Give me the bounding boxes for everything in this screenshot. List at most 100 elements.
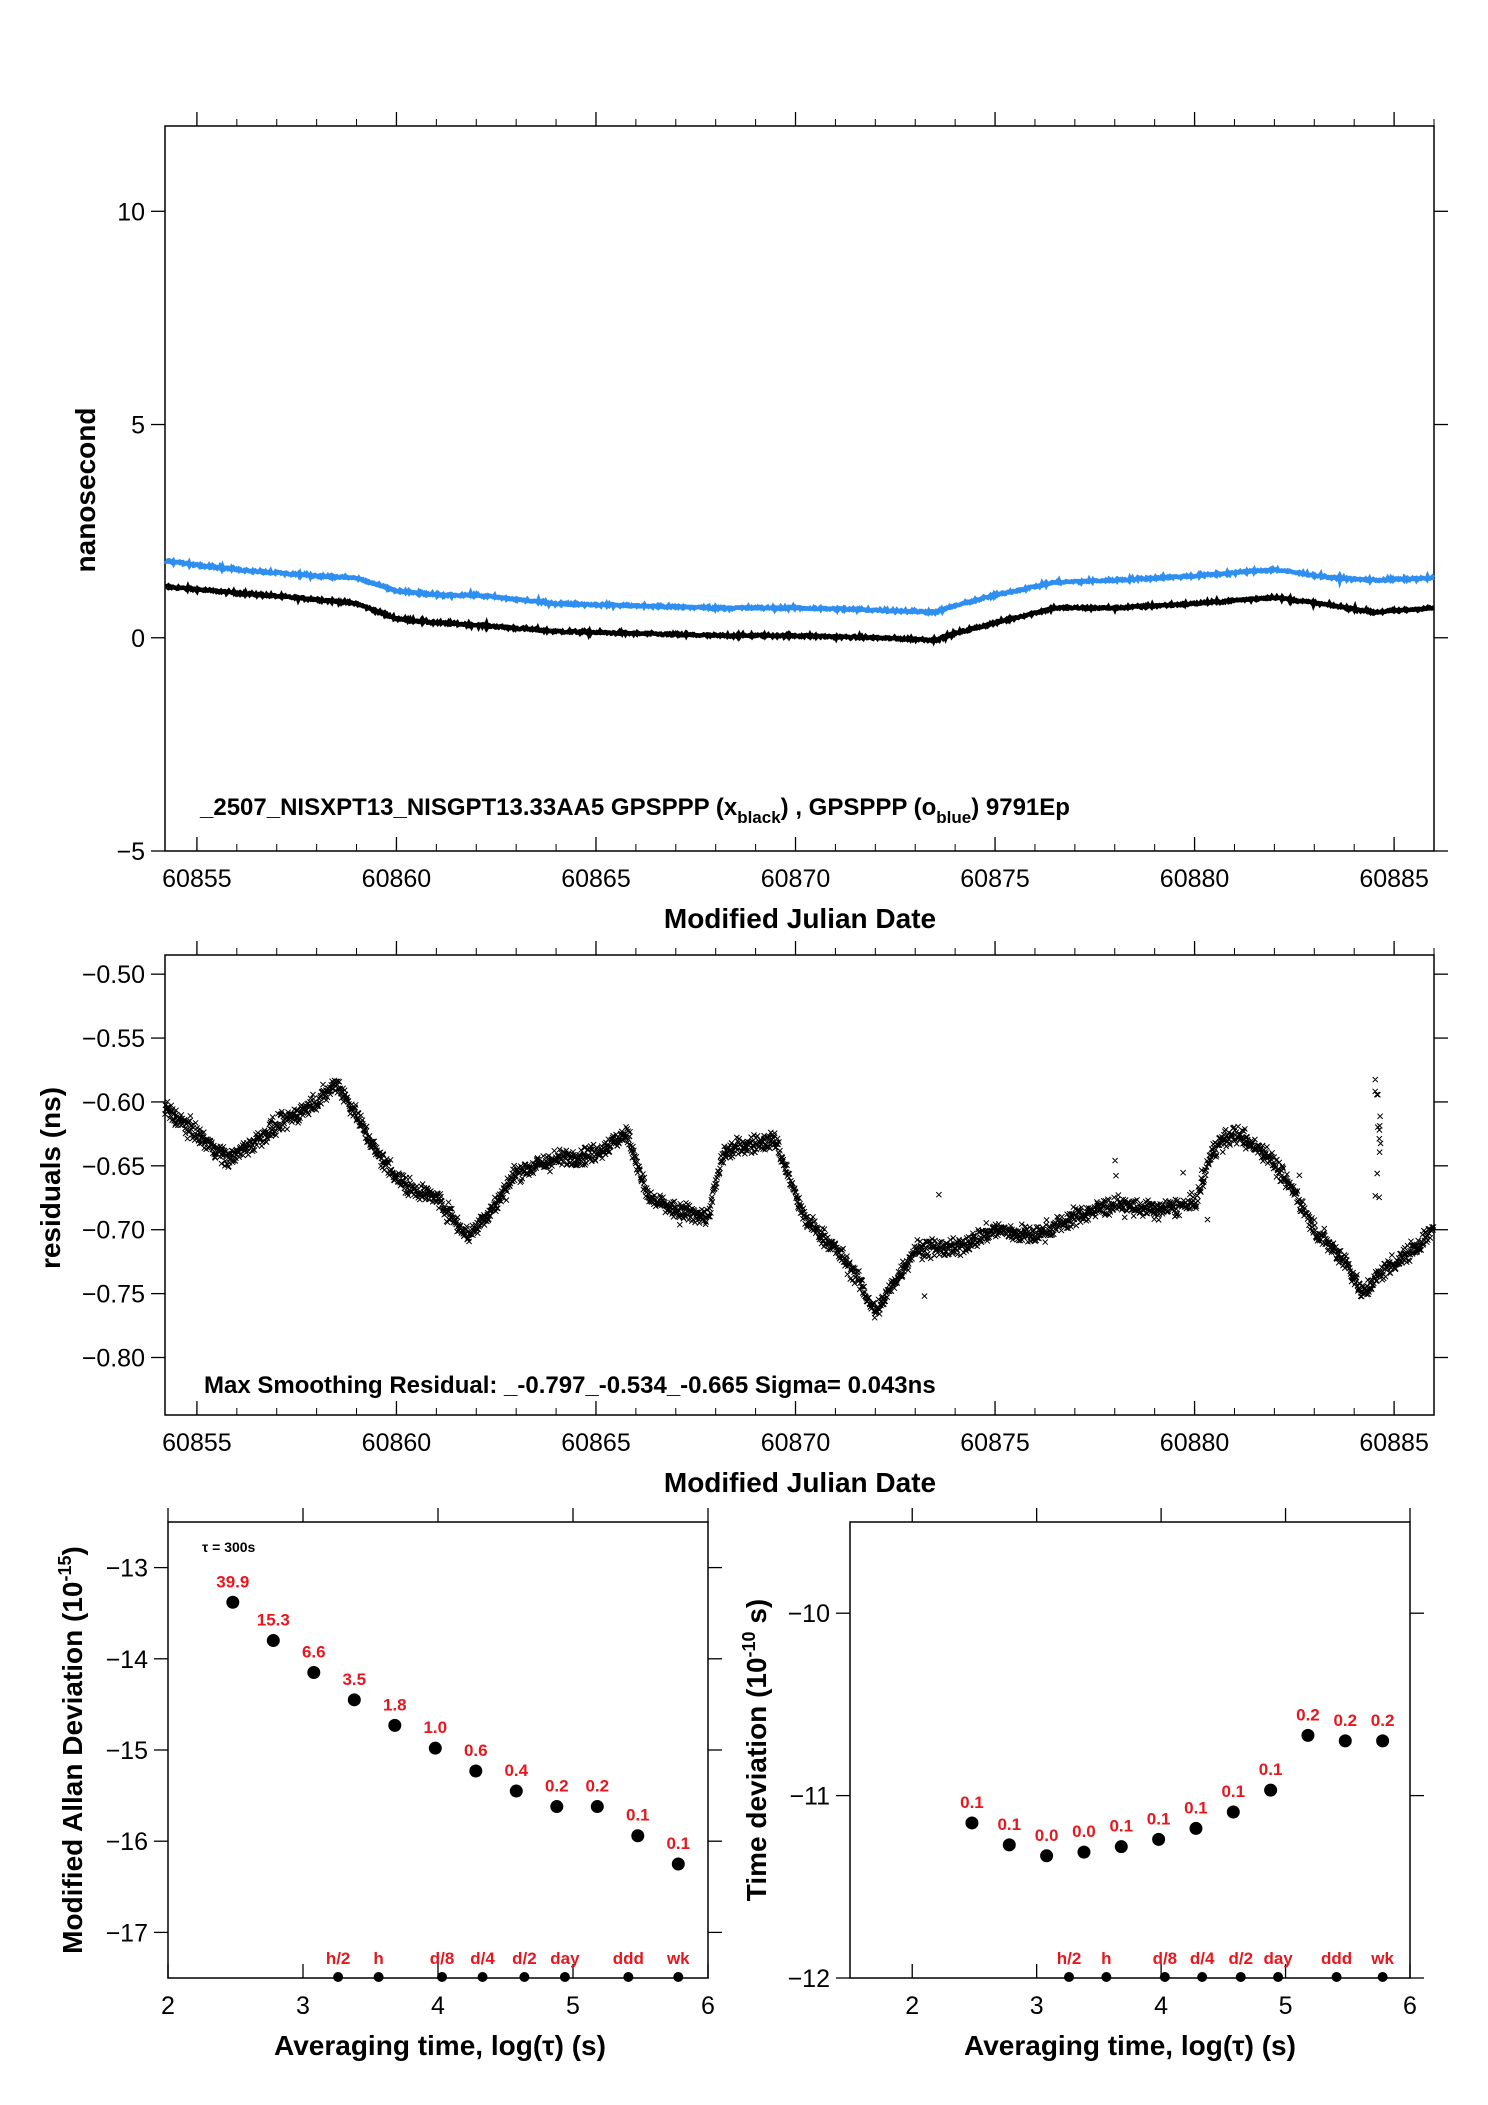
point-label: 0.1 bbox=[1147, 1809, 1171, 1828]
deviation-point bbox=[1189, 1821, 1203, 1835]
interval-label: d/8 bbox=[430, 1949, 455, 1968]
deviation-point bbox=[965, 1816, 979, 1830]
smoothing-annotation: Max Smoothing Residual: _-0.797_-0.534_-… bbox=[204, 1372, 936, 1399]
deviation-point bbox=[1077, 1845, 1091, 1859]
x-tick-label: 4 bbox=[1154, 1992, 1168, 2020]
x-tick-label: 3 bbox=[296, 1992, 310, 2020]
plot-frame bbox=[849, 1521, 1411, 1979]
point-label: 39.9 bbox=[216, 1572, 249, 1591]
y-tick-label: −0.55 bbox=[82, 1025, 145, 1053]
x-axis-label: Modified Julian Date bbox=[664, 1467, 936, 1498]
time-deviation-chart: 2 3 4 5 6−10−11−12 0.10.10.0 0.0 0.1 0.10.10.10… bbox=[739, 1508, 1424, 2061]
y-tick-label: −0.75 bbox=[82, 1281, 145, 1309]
y-tick-label: −0.65 bbox=[82, 1153, 145, 1181]
deviation-point bbox=[509, 1784, 523, 1798]
y-tick-label: −5 bbox=[116, 838, 145, 866]
deviation-point bbox=[1002, 1838, 1016, 1852]
interval-marker bbox=[559, 1972, 570, 1982]
point-label: 0.2 bbox=[1371, 1711, 1395, 1730]
point-label: 1.0 bbox=[423, 1718, 447, 1737]
deviation-point bbox=[428, 1741, 442, 1755]
x-tick-label: 60885 bbox=[1359, 1429, 1429, 1457]
tau-label: τ = 300s bbox=[202, 1539, 256, 1555]
y-tick-label: −14 bbox=[106, 1646, 149, 1674]
interval-label: d/4 bbox=[1190, 1949, 1215, 1968]
x-tick-label: 5 bbox=[566, 1992, 580, 2020]
point-label: 0.1 bbox=[1259, 1760, 1283, 1779]
y-tick-label: −15 bbox=[106, 1737, 148, 1765]
interval-marker bbox=[1273, 1972, 1284, 1982]
interval-label: wk bbox=[1370, 1949, 1394, 1968]
x-tick-label: 60860 bbox=[362, 1429, 432, 1457]
x-tick-label: 60875 bbox=[960, 1429, 1030, 1457]
interval-marker bbox=[1101, 1972, 1112, 1982]
deviation-point bbox=[671, 1857, 685, 1871]
interval-marker bbox=[1159, 1972, 1170, 1982]
residuals-chart: 60855 60860 60865 60870 60875 60880 60885 −0.50… bbox=[35, 941, 1448, 1498]
interval-marker bbox=[373, 1972, 384, 1982]
interval-label: d/8 bbox=[1153, 1949, 1178, 1968]
interval-label: h bbox=[373, 1949, 383, 1968]
axes-ticks: 60855 60860 60865 60870 60875 60880 60885 −5 0 5 1… bbox=[116, 112, 1448, 893]
point-label: 0.1 bbox=[1184, 1798, 1208, 1817]
interval-label: h/2 bbox=[1057, 1949, 1082, 1968]
x-tick-label: 60870 bbox=[761, 1429, 831, 1457]
deviation-point bbox=[307, 1665, 321, 1679]
deviation-point bbox=[469, 1764, 483, 1778]
deviation-point bbox=[1376, 1734, 1390, 1748]
interval-marker bbox=[673, 1972, 684, 1982]
point-label: 0.6 bbox=[464, 1741, 488, 1760]
deviation-point bbox=[226, 1595, 240, 1609]
interval-label: h bbox=[1101, 1949, 1111, 1968]
x-tick-label: 60880 bbox=[1160, 865, 1230, 893]
interval-label: h/2 bbox=[326, 1949, 351, 1968]
time-offset-chart: 60855 60860 60865 60870 60875 60880 60885 −5 0 5 1… bbox=[70, 112, 1448, 934]
point-label: 15.3 bbox=[257, 1611, 290, 1630]
interval-label: ddd bbox=[1321, 1949, 1352, 1968]
point-label: 1.8 bbox=[383, 1695, 407, 1714]
deviation-point bbox=[550, 1800, 564, 1814]
data-series: 39.9 15.3 6.6 3.5 1.8 1.0 0.6 0.4 0.2 0.2 0.1 0.1 h/… bbox=[216, 1572, 690, 1982]
point-label: 6.6 bbox=[302, 1642, 326, 1661]
mod-allan-deviation-chart: 2 3 4 5 6 −13 −14 −15 −16 −17 39.9 15.3 6.6 3.5 1.8 1.… bbox=[55, 1508, 722, 2061]
x-tick-label: 60860 bbox=[362, 865, 432, 893]
y-tick-label: −16 bbox=[106, 1828, 148, 1856]
deviation-point bbox=[347, 1693, 361, 1707]
interval-label: d/2 bbox=[1228, 1949, 1253, 1968]
blue-series-line bbox=[163, 556, 1435, 617]
point-label: 0.1 bbox=[666, 1834, 690, 1853]
x-tick-label: 6 bbox=[701, 1992, 715, 2020]
interval-marker bbox=[1064, 1972, 1075, 1982]
y-tick-label: 0 bbox=[131, 625, 145, 653]
deviation-point bbox=[1301, 1728, 1315, 1742]
x-tick-label: 60875 bbox=[960, 865, 1030, 893]
interval-label: day bbox=[1263, 1949, 1293, 1968]
y-axis-label: Time deviation (10-10 s) bbox=[739, 1599, 772, 1902]
point-label: 0.4 bbox=[504, 1761, 528, 1780]
x-tick-label: 60865 bbox=[561, 865, 631, 893]
y-tick-label: −11 bbox=[789, 1783, 830, 1811]
point-label: 0.1 bbox=[1109, 1817, 1133, 1836]
y-tick-label: −10 bbox=[788, 1600, 830, 1628]
axes-ticks: 2 3 4 5 6 −10 −11 −12 bbox=[788, 1508, 1424, 2020]
y-axis-label: residuals (ns) bbox=[35, 1087, 66, 1269]
interval-marker bbox=[333, 1972, 344, 1982]
x-axis-label: Averaging time, log(τ) (s) bbox=[274, 2030, 606, 2061]
plot-frame bbox=[164, 954, 1435, 1416]
point-label: 0.0 bbox=[1035, 1826, 1059, 1845]
interval-marker bbox=[623, 1972, 634, 1982]
point-label: 0.2 bbox=[545, 1777, 569, 1796]
x-tick-label: 5 bbox=[1279, 1992, 1293, 2020]
interval-label: wk bbox=[666, 1949, 690, 1968]
deviation-point bbox=[266, 1634, 280, 1648]
point-label: 3.5 bbox=[342, 1670, 366, 1689]
x-axis-label: Modified Julian Date bbox=[664, 903, 936, 934]
interval-marker bbox=[1377, 1972, 1388, 1982]
interval-marker bbox=[437, 1972, 448, 1982]
y-tick-label: 10 bbox=[117, 198, 145, 226]
point-label: 0.1 bbox=[1221, 1782, 1245, 1801]
x-tick-label: 60855 bbox=[162, 865, 232, 893]
interval-marker bbox=[1235, 1972, 1246, 1982]
point-label: 0.2 bbox=[1296, 1705, 1320, 1724]
